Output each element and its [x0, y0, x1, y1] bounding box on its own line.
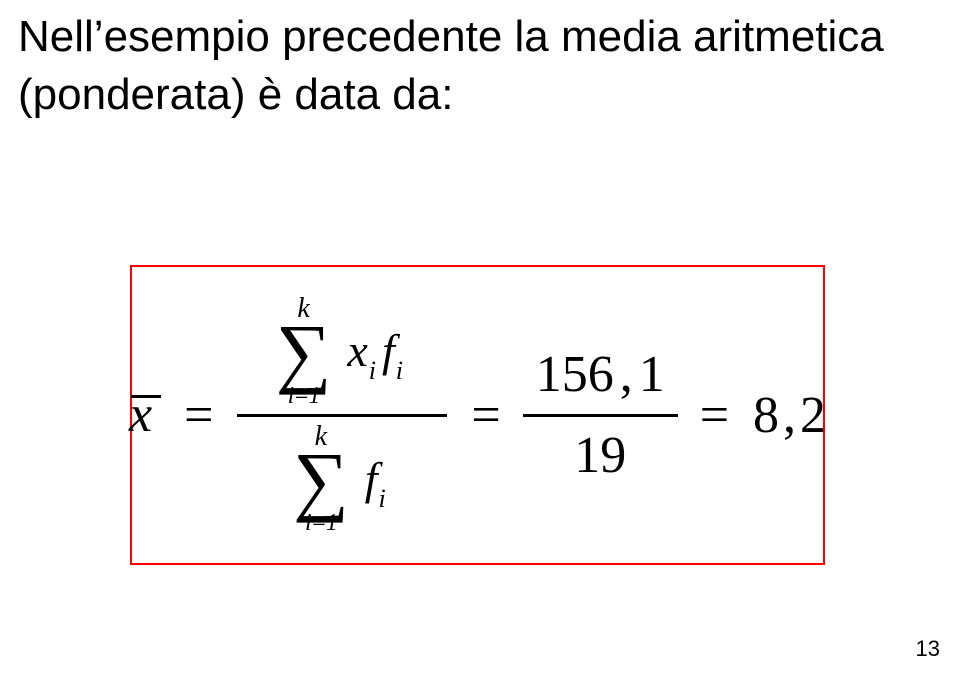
big-fraction-numerator: k ∑ i=1 x i f i: [276, 295, 409, 407]
sum-lower-limit: i=1: [288, 384, 320, 408]
overline: [131, 395, 161, 398]
f-sub: i: [396, 358, 403, 384]
heading-block: Nell’esempio precedente la media aritmet…: [18, 8, 942, 124]
big-fraction: k ∑ i=1 x i f i k: [237, 295, 447, 535]
numeric-numerator: 156,1: [536, 346, 665, 403]
result: 8,2: [753, 386, 826, 445]
heading-line1-a: Nell: [18, 12, 94, 61]
sum-numerator: k ∑ i=1: [276, 295, 332, 407]
big-fraction-denominator: k ∑ i=1 f i: [293, 423, 392, 535]
f-var-2: f: [365, 456, 378, 502]
x-bar: x: [129, 389, 152, 441]
equals-1: =: [184, 386, 213, 445]
heading-apostrophe: ’: [94, 12, 104, 61]
x-var: x: [347, 328, 367, 374]
formula-box: x = k ∑ i=1 x i f i: [130, 265, 825, 565]
big-fraction-rule: [237, 414, 447, 417]
heading-line1-b: esempio precedente la media aritmetica: [104, 12, 884, 61]
equation-row: x = k ∑ i=1 x i f i: [129, 295, 826, 535]
sigma-icon-2: ∑: [293, 449, 349, 511]
numeric-fraction: 156,1 19: [523, 346, 678, 483]
equals-2: =: [471, 386, 500, 445]
page-number: 13: [916, 636, 940, 662]
numerator-term: x i f i: [347, 328, 409, 374]
numeric-denominator: 19: [574, 427, 626, 484]
denominator-term: f i: [365, 456, 392, 502]
f-sub-2: i: [378, 486, 385, 512]
sum-lower-limit-2: i=1: [305, 511, 337, 535]
equals-3: =: [700, 386, 729, 445]
f-var: f: [382, 328, 395, 374]
formula: x = k ∑ i=1 x i f i: [132, 267, 823, 563]
heading-line2: (ponderata) è data da:: [18, 70, 453, 119]
numeric-fraction-rule: [523, 414, 678, 417]
x-sub: i: [369, 358, 376, 384]
sum-denominator: k ∑ i=1: [293, 423, 349, 535]
sigma-icon: ∑: [276, 321, 332, 383]
